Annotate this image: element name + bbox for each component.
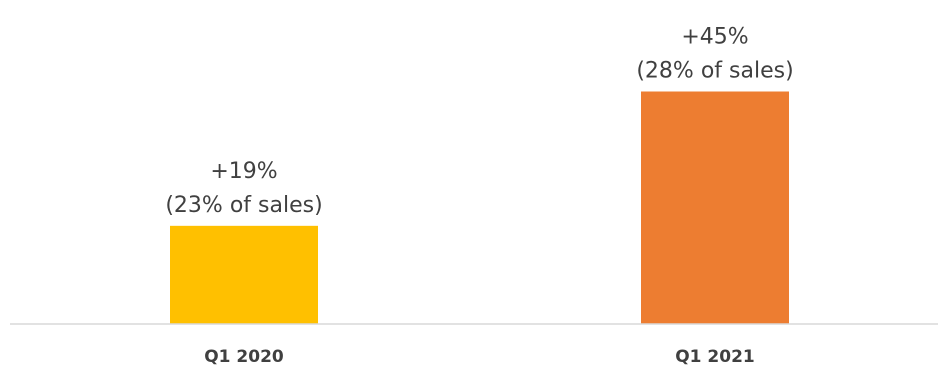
data-labels-layer: +19% (23% of sales) +45% (28% of sales) bbox=[165, 25, 793, 218]
data-label-2-line-2: (28% of sales) bbox=[636, 59, 793, 84]
bars-layer bbox=[170, 91, 789, 324]
bar-1 bbox=[170, 225, 318, 324]
bar-2 bbox=[641, 91, 789, 324]
data-label-2-line-1: +45% bbox=[681, 25, 748, 50]
x-tick-label-1: Q1 2020 bbox=[204, 347, 284, 367]
data-label-1-line-1: +19% bbox=[210, 159, 277, 184]
x-tick-labels: Q1 2020 Q1 2021 bbox=[204, 347, 755, 367]
x-tick-label-2: Q1 2021 bbox=[675, 347, 755, 367]
data-label-1-line-2: (23% of sales) bbox=[165, 193, 322, 218]
